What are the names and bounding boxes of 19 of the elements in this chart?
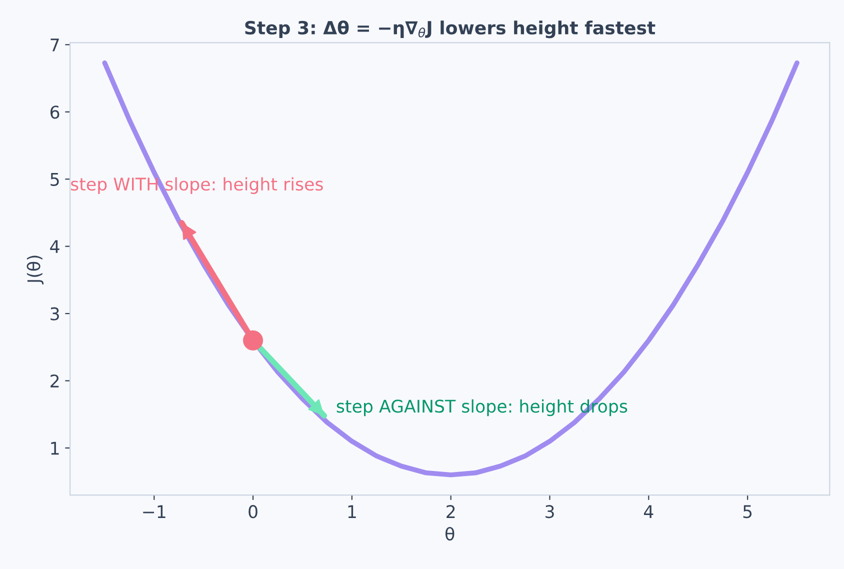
annotation: step WITH slope: height rises: [71, 177, 323, 194]
x-tick-label: 0: [248, 505, 258, 518]
y-tick-label: 6: [50, 106, 60, 119]
x-tick-label: 3: [546, 505, 554, 518]
x-tick-label: 2: [446, 505, 455, 518]
y-tick-label: 1: [51, 442, 59, 455]
annotation: step AGAINST slope: height drops: [336, 399, 628, 416]
y-tick-label: 4: [50, 240, 60, 253]
x-tick-label: 4: [644, 505, 654, 518]
y-tick-label: 2: [50, 374, 59, 388]
x-tick-label: −1: [143, 505, 166, 518]
y-tick-label: 7: [50, 38, 59, 52]
x-tick-label: 1: [348, 505, 356, 518]
chart-title: Step 3: Δθ = −η∇$_{θ}$J lowers height fastest: [245, 20, 656, 38]
x-tick-label: 5: [743, 505, 752, 518]
x-axis-title: θ: [446, 526, 454, 540]
y-tick-label: 3: [50, 307, 59, 320]
y-tick-label: 5: [50, 173, 59, 186]
y-axis-title: J(θ): [26, 256, 44, 284]
